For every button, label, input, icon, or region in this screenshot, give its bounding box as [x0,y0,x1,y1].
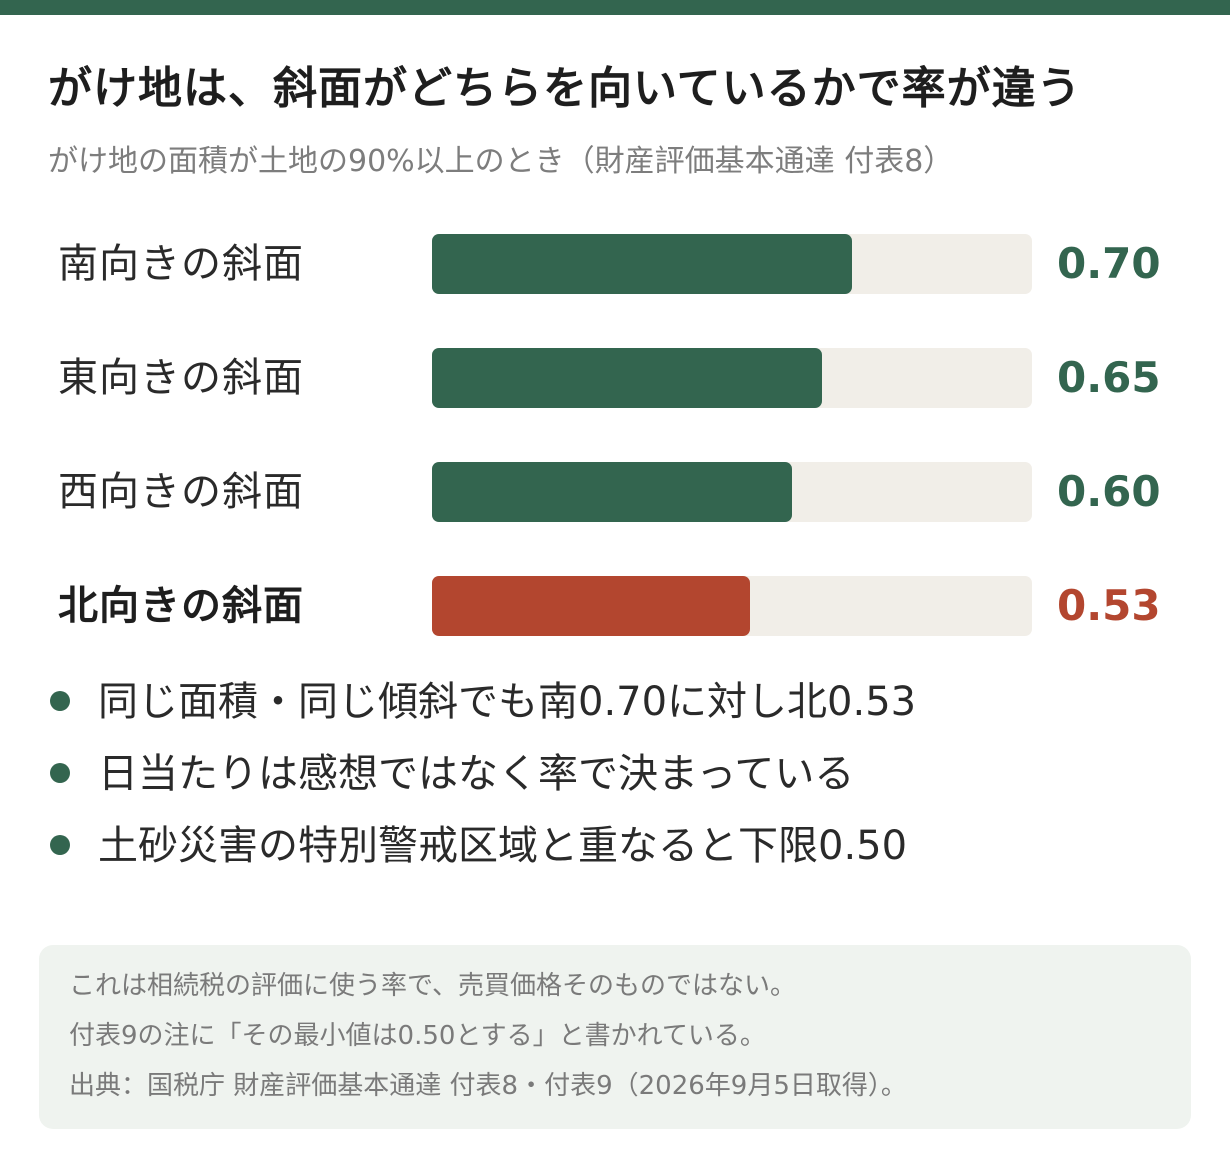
chart-subtitle: がけ地の面積が土地の90%以上のとき（財産評価基本通達 付表8） [48,144,954,179]
bar-row: 北向きの斜面 0.53 [0,576,1230,636]
data-label: 0.53 [1057,581,1161,630]
bar-track [432,576,1032,636]
bar-track [432,462,1032,522]
top-accent-bar [0,0,1230,15]
bar-track [432,234,1032,294]
bullet-text: 土砂災害の特別警戒区域と重なると下限0.50 [98,823,908,869]
category-label: 南向きの斜面 [58,241,304,287]
bar-row: 西向きの斜面 0.60 [0,462,1230,522]
note-line: 出典：国税庁 財産評価基本通達 付表8・付表9（2026年9月5日取得）。 [69,1071,907,1101]
source-note: これは相続税の評価に使う率で、売買価格そのものではない。 付表9の注に「その最小… [39,945,1191,1129]
bar-row: 南向きの斜面 0.70 [0,234,1230,294]
bar [432,348,822,408]
data-label: 0.65 [1057,353,1161,402]
chart-title: がけ地は、斜面がどちらを向いているかで率が違う [48,63,1082,114]
data-label: 0.70 [1057,239,1161,288]
bullet-text: 日当たりは感想ではなく率で決まっている [98,751,855,797]
bar [432,462,792,522]
bar [432,234,852,294]
bar-row: 東向きの斜面 0.65 [0,348,1230,408]
bullet-dot-icon [50,835,70,855]
data-label: 0.60 [1057,467,1161,516]
bar [432,576,750,636]
note-line: これは相続税の評価に使う率で、売買価格そのものではない。 [69,971,796,1001]
category-label: 西向きの斜面 [58,469,304,515]
note-line: 付表9の注に「その最小値は0.50とする」と書かれている。 [69,1021,766,1051]
bar-track [432,348,1032,408]
bullet-dot-icon [50,691,70,711]
bullet-dot-icon [50,763,70,783]
category-label: 北向きの斜面 [58,583,304,629]
bullet-text: 同じ面積・同じ傾斜でも南0.70に対し北0.53 [98,679,917,725]
category-label: 東向きの斜面 [58,355,304,401]
